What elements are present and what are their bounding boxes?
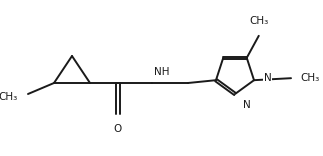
Text: N: N xyxy=(264,73,272,83)
Text: N: N xyxy=(243,100,251,110)
Text: CH₃: CH₃ xyxy=(0,92,18,102)
Text: NH: NH xyxy=(154,67,170,77)
Text: CH₃: CH₃ xyxy=(300,73,319,83)
Text: O: O xyxy=(114,124,122,134)
Text: CH₃: CH₃ xyxy=(249,16,268,26)
